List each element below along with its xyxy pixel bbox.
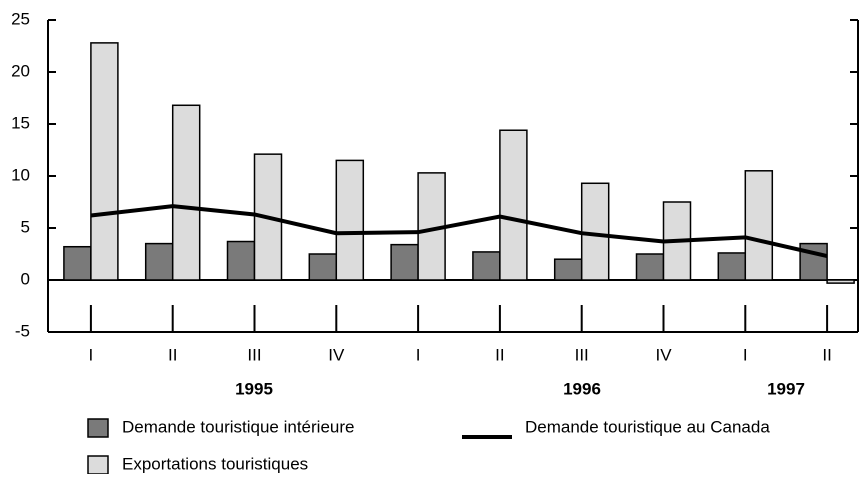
y-tick-label: 20 xyxy=(11,61,30,80)
bar xyxy=(635,253,665,281)
x-tick-label: II xyxy=(495,345,504,364)
y-tick-label: -5 xyxy=(15,321,30,340)
year-label: 1997 xyxy=(767,379,805,398)
x-tick-label: II xyxy=(822,345,831,364)
x-tick-label: II xyxy=(168,345,177,364)
y-tick-label: 15 xyxy=(11,113,30,132)
x-tick-label: I xyxy=(89,345,94,364)
bar xyxy=(308,253,338,281)
y-tick-label: 0 xyxy=(21,269,30,288)
legend-swatch xyxy=(87,455,109,475)
x-tick-label: III xyxy=(247,345,261,364)
x-tick-label: III xyxy=(575,345,589,364)
legend-label: Demande touristique intérieure xyxy=(122,417,354,436)
x-tick-label: I xyxy=(743,345,748,364)
bar xyxy=(335,159,365,281)
bar xyxy=(63,245,92,281)
year-label: 1995 xyxy=(235,379,273,398)
y-tick-label: 25 xyxy=(11,9,30,28)
bar xyxy=(744,170,774,281)
legend-swatch xyxy=(87,418,109,438)
bar xyxy=(144,242,174,281)
bar xyxy=(499,129,528,281)
bar xyxy=(580,182,610,281)
bar xyxy=(717,252,747,281)
bar xyxy=(390,243,419,281)
x-tick-label: IV xyxy=(328,345,345,364)
bar xyxy=(826,279,855,284)
y-tick-label: 10 xyxy=(11,165,30,184)
bar xyxy=(553,258,583,281)
x-tick-label: IV xyxy=(655,345,672,364)
bar xyxy=(472,251,501,281)
bar xyxy=(90,42,119,281)
x-tick-label: I xyxy=(416,345,421,364)
bar xyxy=(171,104,201,281)
year-label: 1996 xyxy=(563,379,601,398)
y-tick-label: 5 xyxy=(21,217,30,236)
line xyxy=(90,204,828,259)
bar xyxy=(226,240,256,281)
legend-label: Exportations touristiques xyxy=(122,454,308,473)
legend-label: Demande touristique au Canada xyxy=(525,417,770,436)
